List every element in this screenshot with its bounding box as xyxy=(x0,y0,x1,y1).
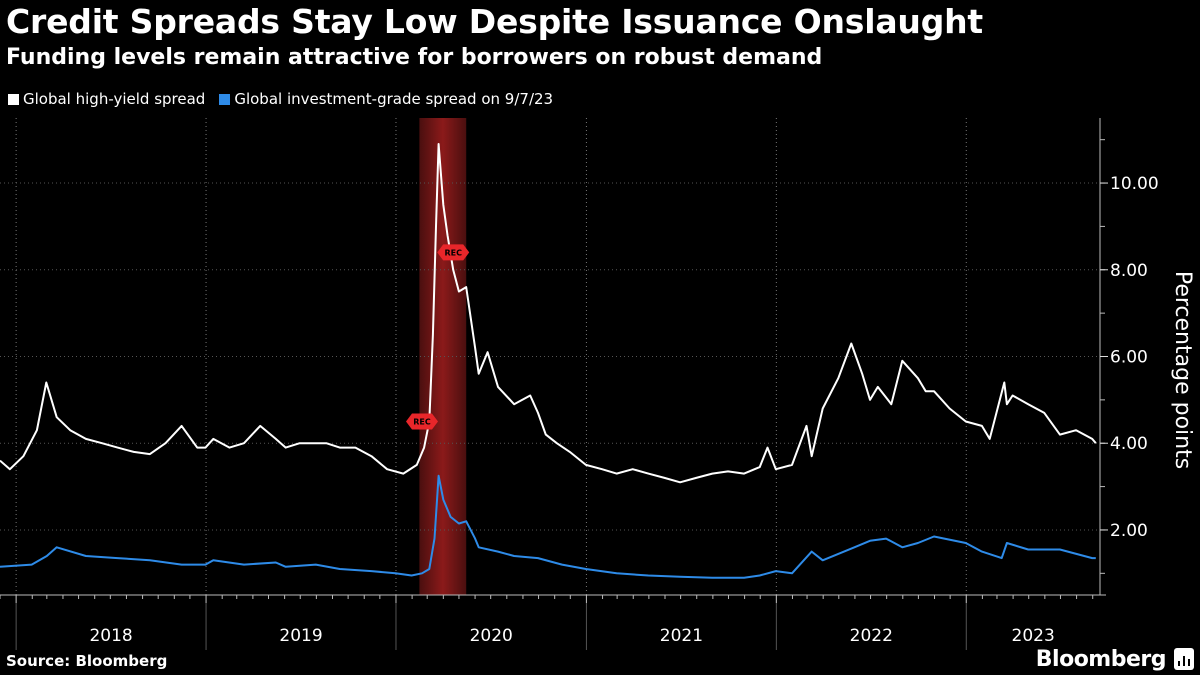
rec-marker-1 xyxy=(437,244,470,261)
legend-item-high-yield: Global high-yield spread xyxy=(8,90,205,108)
y-tick-label: 6.00 xyxy=(1110,348,1148,368)
bloomberg-chart-icon xyxy=(1174,648,1194,670)
rec-marker-0 xyxy=(405,413,438,430)
y-axis-title: Percentage points xyxy=(1170,271,1195,469)
x-year-label: 2023 xyxy=(1012,626,1055,646)
y-tick-label: 10.00 xyxy=(1110,174,1159,194)
x-year-label: 2020 xyxy=(470,626,513,646)
source-note: Source: Bloomberg xyxy=(6,652,168,670)
y-tick-label: 8.00 xyxy=(1110,261,1148,281)
legend-swatch-investment-grade xyxy=(219,93,231,105)
x-year-label: 2021 xyxy=(660,626,703,646)
x-year-label: 2018 xyxy=(89,626,132,646)
y-tick-label: 4.00 xyxy=(1110,434,1148,454)
rec-marker-label-0: REC xyxy=(413,418,431,427)
legend: Global high-yield spread Global investme… xyxy=(8,90,553,108)
legend-swatch-high-yield xyxy=(8,93,19,105)
legend-item-investment-grade: Global investment-grade spread on 9/7/23 xyxy=(219,90,553,108)
chart-subtitle: Funding levels remain attractive for bor… xyxy=(6,45,823,70)
series-line-high-yield xyxy=(0,143,1097,484)
brand-logo: Bloomberg xyxy=(1035,647,1167,672)
series-line-investment-grade xyxy=(0,474,1096,579)
chart-title: Credit Spreads Stay Low Despite Issuance… xyxy=(6,2,984,41)
x-year-label: 2022 xyxy=(850,626,893,646)
rec-marker-label-1: REC xyxy=(444,248,462,257)
x-year-label: 2019 xyxy=(279,626,322,646)
legend-label-investment-grade: Global investment-grade spread on 9/7/23 xyxy=(234,90,554,108)
y-tick-label: 2.00 xyxy=(1110,521,1148,541)
legend-label-high-yield: Global high-yield spread xyxy=(23,90,206,108)
